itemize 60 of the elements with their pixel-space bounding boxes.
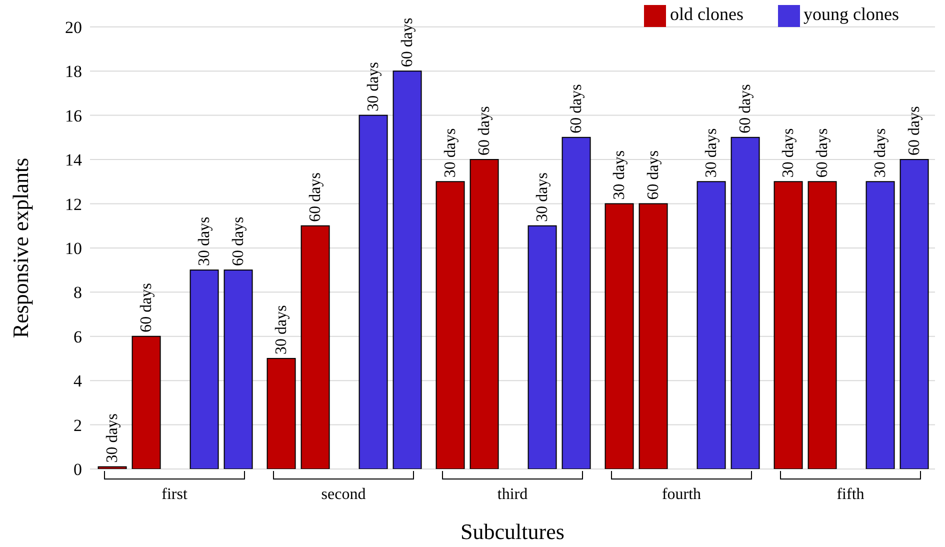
annotation: 30 days <box>702 128 720 178</box>
bar <box>774 181 803 469</box>
bar <box>358 114 388 469</box>
bar <box>470 159 499 469</box>
x-tick-label: fourth <box>662 486 702 503</box>
bar <box>562 136 591 469</box>
bar <box>224 270 253 469</box>
annotation: 30 days <box>872 128 889 178</box>
y-tick-label: 8 <box>74 283 82 302</box>
annotation: 30 days <box>196 216 213 266</box>
x-tick-label: fifth <box>836 486 864 503</box>
bar <box>696 181 726 469</box>
annotation: 60 days <box>138 283 155 332</box>
y-tick-label: 12 <box>65 194 82 214</box>
y-tick-label: 14 <box>65 150 82 170</box>
annotation: 60 days <box>906 106 923 156</box>
y-tick-label: 4 <box>74 372 82 391</box>
y-axis-title: Responsive explants <box>8 158 33 338</box>
bar <box>604 203 634 469</box>
annotation: 60 days <box>230 216 247 266</box>
annotation: 60 days <box>736 84 754 134</box>
annotation: 30 days <box>104 413 121 463</box>
annotation: 60 days <box>568 84 585 134</box>
bar <box>808 181 837 469</box>
x-axis-title: Subcultures <box>460 519 564 544</box>
bar <box>638 203 668 469</box>
annotation: 30 days <box>442 128 459 178</box>
legend-label: young clones <box>804 4 899 24</box>
y-tick-label: 10 <box>65 238 82 258</box>
x-tick-label: third <box>497 486 528 503</box>
annotation: 60 days <box>398 18 416 68</box>
annotation: 30 days <box>272 305 290 354</box>
bar <box>436 181 465 469</box>
legend-label: old clones <box>670 4 744 24</box>
annotation: 30 days <box>780 128 797 178</box>
bar <box>266 358 296 469</box>
bar <box>866 181 895 469</box>
x-tick-label: first <box>162 486 188 503</box>
annotation: 30 days <box>610 150 628 200</box>
x-tick-label: second <box>321 486 366 503</box>
annotation: 30 days <box>534 172 551 222</box>
annotation: 60 days <box>306 172 324 222</box>
annotation: 60 days <box>476 106 493 156</box>
bar <box>528 225 557 469</box>
y-tick-label: 20 <box>65 18 82 37</box>
y-tick-label: 0 <box>74 460 82 480</box>
annotation: 60 days <box>644 150 662 200</box>
annotation: 30 days <box>364 62 382 112</box>
bar <box>300 225 330 469</box>
bar <box>98 466 127 469</box>
y-tick-label: 18 <box>65 62 82 82</box>
annotation: 60 days <box>814 128 831 178</box>
y-tick-label: 2 <box>74 416 82 435</box>
bar <box>730 136 760 469</box>
y-tick-label: 6 <box>74 327 82 346</box>
bar <box>132 336 161 469</box>
y-tick-label: 16 <box>65 106 82 126</box>
bar <box>900 159 929 469</box>
bar <box>190 270 219 469</box>
bar <box>392 70 422 469</box>
